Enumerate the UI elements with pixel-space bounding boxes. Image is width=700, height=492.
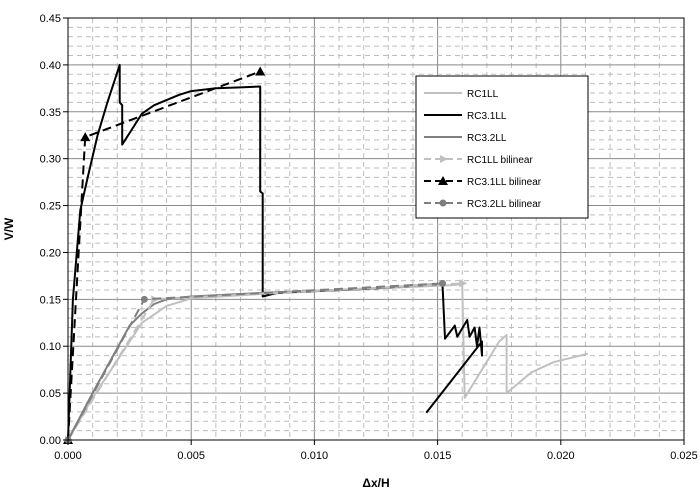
series-line xyxy=(67,63,483,441)
y-tick-label: 0.20 xyxy=(40,247,61,259)
y-tick-label: 0.10 xyxy=(40,341,61,353)
y-tick-label: 0.40 xyxy=(40,60,61,72)
x-tick-label: 0.020 xyxy=(547,450,575,462)
legend-item: RC3.1LL bilinear xyxy=(424,176,542,188)
series-line xyxy=(67,70,261,441)
legend: RC1LL RC3.1LL RC3.2LL RC1LL bilinear RC3.1LL… xyxy=(415,75,589,219)
legend-box xyxy=(415,75,589,219)
y-tick-label: 0.30 xyxy=(40,154,61,166)
y-tick-label: 0.00 xyxy=(40,435,61,447)
legend-label: RC1LL bilinear xyxy=(467,155,533,166)
grid xyxy=(68,18,684,440)
y-tick-label: 0.05 xyxy=(40,388,61,400)
plot-border xyxy=(67,17,685,441)
y-axis: 0.00 0.05 0.10 0.15 0.20 0.25 0.30 0.35 0.40 0.45 xyxy=(40,13,68,447)
y-tick-label: 0.15 xyxy=(40,294,61,306)
y-tick-label: 0.45 xyxy=(40,13,61,25)
data-point xyxy=(459,279,468,288)
legend-label: RC3.2LL xyxy=(467,133,507,144)
data-point xyxy=(255,66,266,76)
series-rc3-2ll xyxy=(67,282,443,441)
x-tick-label: 0.000 xyxy=(54,450,82,462)
series-line xyxy=(67,283,589,441)
legend-label: RC3.2LL bilinear xyxy=(467,199,542,210)
y-tick-label: 0.35 xyxy=(40,107,61,119)
x-axis: 0.000 0.005 0.010 0.015 0.020 0.025 xyxy=(54,440,698,462)
data-point xyxy=(439,279,447,287)
series-layer xyxy=(63,63,589,444)
legend-marker xyxy=(440,155,448,163)
legend-label: RC1LL xyxy=(467,89,499,100)
x-tick-label: 0.015 xyxy=(424,450,452,462)
y-axis-title: V/W xyxy=(2,217,16,240)
legend-marker xyxy=(439,199,447,207)
x-tick-label: 0.025 xyxy=(670,450,698,462)
data-point xyxy=(80,132,91,142)
series-rc3-1ll xyxy=(67,63,483,441)
legend-marker xyxy=(438,176,448,185)
y-tick-label: 0.25 xyxy=(40,201,61,213)
legend-label: RC3.1LL xyxy=(467,111,507,122)
legend-item: RC1LL xyxy=(424,89,499,100)
series-line xyxy=(67,282,443,441)
x-axis-title: Δx/H xyxy=(362,476,389,490)
x-tick-label: 0.010 xyxy=(301,450,329,462)
plot-area xyxy=(68,18,684,440)
series-rc1ll xyxy=(67,283,589,441)
legend-item: RC3.2LL xyxy=(424,133,507,144)
data-point xyxy=(140,295,148,303)
x-tick-label: 0.005 xyxy=(177,450,205,462)
series-line xyxy=(67,282,463,441)
legend-item: RC3.1LL xyxy=(424,111,507,122)
legend-item: RC3.2LL bilinear xyxy=(424,199,542,210)
legend-item: RC1LL bilinear xyxy=(424,155,533,166)
legend-label: RC3.1LL bilinear xyxy=(467,177,542,188)
